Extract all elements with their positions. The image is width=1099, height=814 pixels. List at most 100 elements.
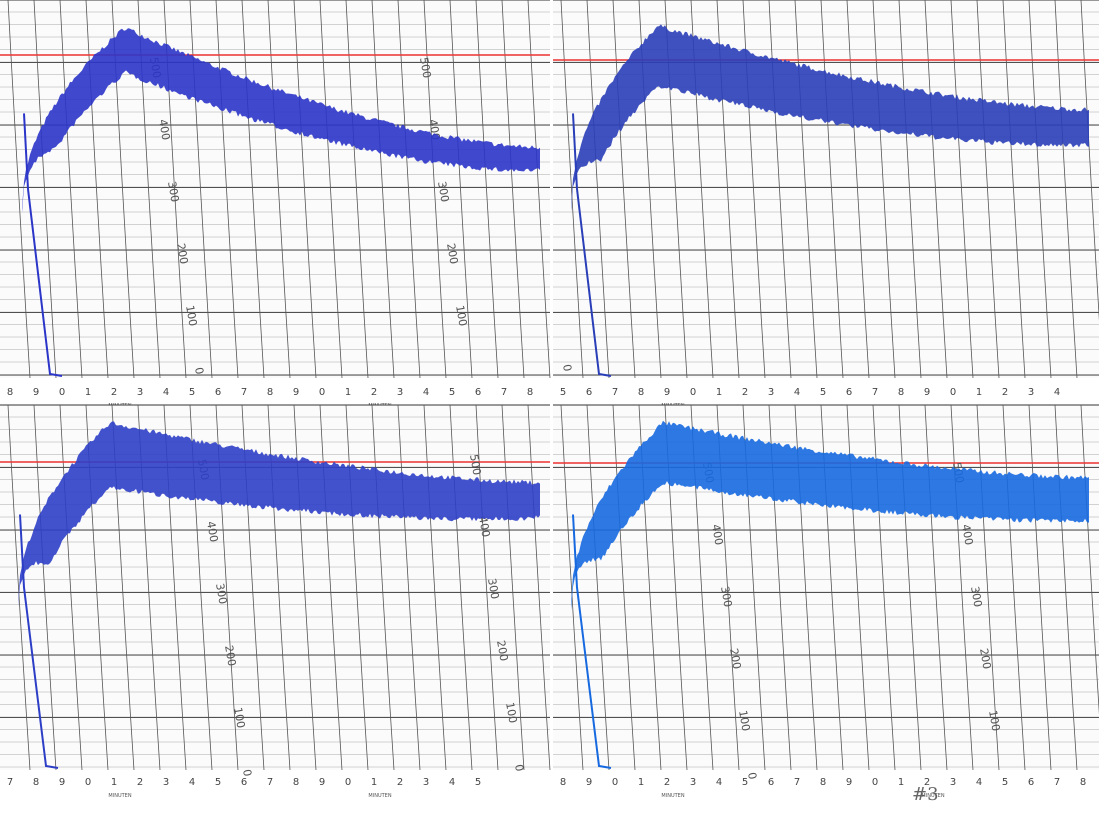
time-digit: 8 xyxy=(820,777,826,788)
scale-label: 0 xyxy=(192,366,206,375)
axis-caption: MINUTEN xyxy=(368,793,391,799)
time-digit: 3 xyxy=(397,387,403,398)
grid-arc xyxy=(449,404,473,771)
time-digit: 2 xyxy=(397,777,403,788)
time-digit: 7 xyxy=(267,777,273,788)
time-digit: 0 xyxy=(690,387,696,398)
grid-arc xyxy=(527,0,551,379)
time-digit: 8 xyxy=(1080,777,1086,788)
grid-arc xyxy=(1080,404,1099,715)
grid-arc xyxy=(872,0,896,379)
time-digit: 2 xyxy=(111,387,117,398)
grid-arc xyxy=(586,0,610,379)
trace-rise xyxy=(572,113,612,377)
time-digit: 8 xyxy=(267,387,273,398)
grid-arc xyxy=(1028,0,1052,379)
time-digit: 2 xyxy=(742,387,748,398)
grid-arc xyxy=(1080,0,1099,321)
time-digit: 3 xyxy=(950,777,956,788)
scale-label: 300 xyxy=(968,585,984,608)
time-digit: 0 xyxy=(950,387,956,398)
grid-arc xyxy=(267,404,291,771)
time-digit: 3 xyxy=(1028,387,1034,398)
time-digit: 5 xyxy=(475,777,481,788)
time-digit: 2 xyxy=(664,777,670,788)
grid-arc xyxy=(475,0,499,379)
grid-arc xyxy=(449,0,473,379)
time-digit: 5 xyxy=(742,777,748,788)
grid-arc xyxy=(189,0,213,379)
grid-arc xyxy=(7,404,31,771)
scale-label: 100 xyxy=(503,701,519,724)
scale-label: 300 xyxy=(213,582,229,605)
grid-arc xyxy=(293,0,317,379)
time-digit: 0 xyxy=(85,777,91,788)
time-digit: 9 xyxy=(924,387,930,398)
axis-caption: MINUTEN xyxy=(921,793,944,799)
time-digit: 2 xyxy=(924,777,930,788)
scale-label: 200 xyxy=(174,242,190,265)
time-digit: 7 xyxy=(7,777,13,788)
grid-arc xyxy=(586,404,610,771)
time-digit: 8 xyxy=(293,777,299,788)
scale-label: 0 xyxy=(240,768,254,777)
grid-arc xyxy=(924,0,948,379)
grid-arc xyxy=(423,404,447,771)
scale-label: 0 xyxy=(512,763,526,772)
scale-label: 100 xyxy=(736,709,752,732)
scale-label: 300 xyxy=(165,180,181,203)
time-digit: 6 xyxy=(241,777,247,788)
time-digit: 8 xyxy=(560,777,566,788)
grid-arc xyxy=(345,404,369,771)
time-digit: 9 xyxy=(846,777,852,788)
time-digit: 4 xyxy=(423,387,429,398)
chart-strip: 5004003002001000500400300200100 xyxy=(553,404,1099,780)
time-digit: 7 xyxy=(612,387,618,398)
time-digit: 9 xyxy=(586,777,592,788)
scale-label: 200 xyxy=(222,644,238,667)
grid-arc xyxy=(293,404,317,771)
time-digit: 6 xyxy=(768,777,774,788)
time-digit: 5 xyxy=(560,387,566,398)
trace-band xyxy=(571,420,1089,610)
scale-label: 200 xyxy=(977,647,993,670)
grid-arc xyxy=(820,0,844,379)
grid-arc xyxy=(1002,0,1026,379)
time-digit: 9 xyxy=(319,777,325,788)
scale-label: 200 xyxy=(727,647,743,670)
time-digit: 6 xyxy=(586,387,592,398)
grid-arc xyxy=(1002,404,1026,771)
axis-caption: MINUTEN xyxy=(108,793,131,799)
time-digit: 1 xyxy=(85,387,91,398)
scale-label: 0 xyxy=(560,363,574,372)
grid-arc xyxy=(371,0,395,379)
time-digit: 1 xyxy=(345,387,351,398)
time-digit: 0 xyxy=(612,777,618,788)
time-digit: 6 xyxy=(1028,777,1034,788)
time-digit: 4 xyxy=(976,777,982,788)
time-digit: 8 xyxy=(898,387,904,398)
grid-arc xyxy=(794,0,818,379)
grid-arc xyxy=(1054,404,1078,771)
scale-label: 500 xyxy=(467,453,483,476)
axis-caption: MINUTEN xyxy=(661,793,684,799)
time-digit: 8 xyxy=(7,387,13,398)
time-digit: 1 xyxy=(976,387,982,398)
grid-arc xyxy=(1054,0,1078,379)
scale-label: 100 xyxy=(453,304,469,327)
scale-label: 300 xyxy=(718,585,734,608)
time-digit: 8 xyxy=(638,387,644,398)
time-digit: 5 xyxy=(1002,777,1008,788)
grid-arc xyxy=(215,0,239,379)
grid-arc xyxy=(397,0,421,379)
grid-arc xyxy=(423,0,447,379)
time-digit: 5 xyxy=(215,777,221,788)
time-digit: 8 xyxy=(527,387,533,398)
note: #3 xyxy=(912,784,939,805)
time-digit: 2 xyxy=(1002,387,1008,398)
grid-arc xyxy=(560,404,584,771)
grid-arc xyxy=(950,0,974,379)
grid-arc xyxy=(319,404,343,771)
time-digit: 7 xyxy=(1054,777,1060,788)
grid-arc xyxy=(976,404,1000,771)
